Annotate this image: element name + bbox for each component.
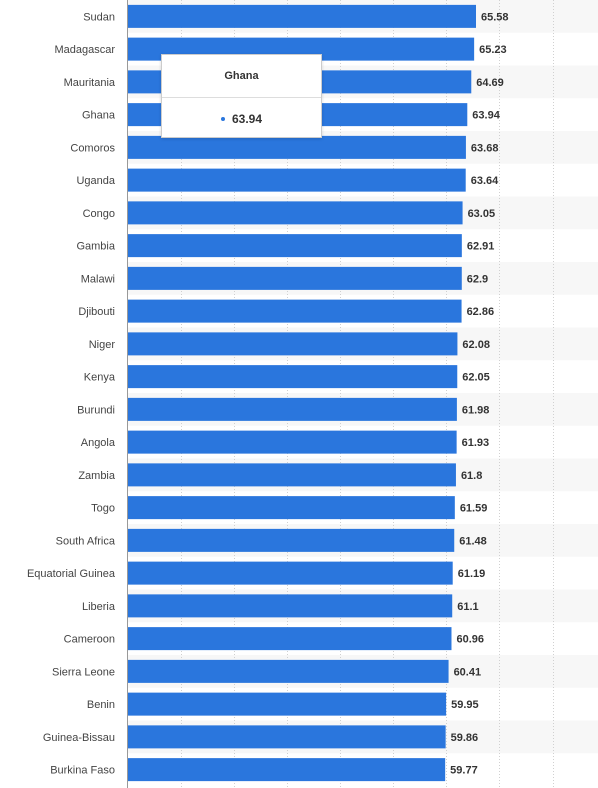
category-label: Comoros [70,142,115,154]
value-label: 62.86 [467,306,495,318]
tooltip-body: 63.94 [162,98,321,139]
bar[interactable] [128,561,453,585]
value-label: 64.69 [476,77,504,89]
value-label: 63.68 [471,142,499,154]
category-label: Djibouti [78,306,115,318]
bar[interactable] [128,397,457,421]
category-label: Equatorial Guinea [27,568,116,580]
bar[interactable] [128,234,462,258]
bar[interactable] [128,659,449,683]
bar[interactable] [128,201,463,225]
value-label: 61.93 [462,437,490,449]
value-label: 61.19 [458,568,486,580]
value-label: 59.95 [451,699,479,711]
value-label: 65.23 [479,44,507,56]
value-label: 65.58 [481,11,509,23]
category-label: Congo [83,208,115,220]
value-label: 62.08 [462,339,490,351]
category-label: Cameroon [64,634,115,646]
tooltip: Ghana 63.94 [161,54,322,138]
category-label: Uganda [76,175,115,187]
bar[interactable] [128,627,452,651]
value-label: 60.41 [454,666,482,678]
bar[interactable] [128,758,446,782]
bar[interactable] [128,528,455,552]
category-labels: Sudan Madagascar Mauritania Ghana Comoros Uga… [27,11,116,776]
value-label: 63.64 [471,175,499,187]
category-label: Gambia [76,241,115,253]
value-label: 63.05 [468,208,496,220]
grid-lines [181,0,554,788]
bar[interactable] [128,299,462,323]
bar[interactable] [128,365,458,389]
value-label: 59.77 [450,765,478,777]
value-label: 61.1 [457,601,478,613]
category-label: Sierra Leone [52,666,115,678]
value-label: 61.59 [460,503,488,515]
category-label: Togo [91,503,115,515]
value-label: 61.48 [459,535,487,547]
bar[interactable] [128,168,466,192]
category-label: Guinea-Bissau [43,732,115,744]
value-label: 59.86 [451,732,479,744]
value-label: 61.98 [462,404,490,416]
bar[interactable] [128,692,447,716]
bar[interactable] [128,463,456,487]
bar[interactable] [128,430,457,454]
value-label: 62.91 [467,241,495,253]
bar[interactable] [128,496,455,520]
value-label: 62.9 [467,273,488,285]
tooltip-title: Ghana [162,55,321,98]
tooltip-value: 63.94 [231,111,263,126]
category-label: Mauritania [64,77,116,89]
category-label: Zambia [78,470,116,482]
bar[interactable] [128,332,458,356]
category-label: Burundi [77,404,115,416]
tooltip-dot-icon [220,116,225,121]
category-label: Sudan [83,11,115,23]
value-labels: 65.58 65.23 64.69 63.94 63.68 63.64 63.05 62.91… [450,11,508,776]
bar[interactable] [128,594,453,618]
category-label: South Africa [56,535,116,547]
category-label: Burkina Faso [50,765,115,777]
value-label: 60.96 [456,634,484,646]
bar[interactable] [128,725,446,749]
value-label: 63.94 [472,110,500,122]
category-label: Liberia [82,601,116,613]
category-label: Malawi [81,273,115,285]
value-label: 62.05 [462,372,490,384]
category-label: Benin [87,699,115,711]
bar[interactable] [128,266,462,290]
category-label: Angola [81,437,116,449]
bar[interactable] [128,135,466,159]
bar[interactable] [128,4,476,28]
category-label: Kenya [84,372,116,384]
category-label: Ghana [82,110,116,122]
category-label: Madagascar [54,44,115,56]
value-label: 61.8 [461,470,482,482]
category-label: Niger [89,339,116,351]
